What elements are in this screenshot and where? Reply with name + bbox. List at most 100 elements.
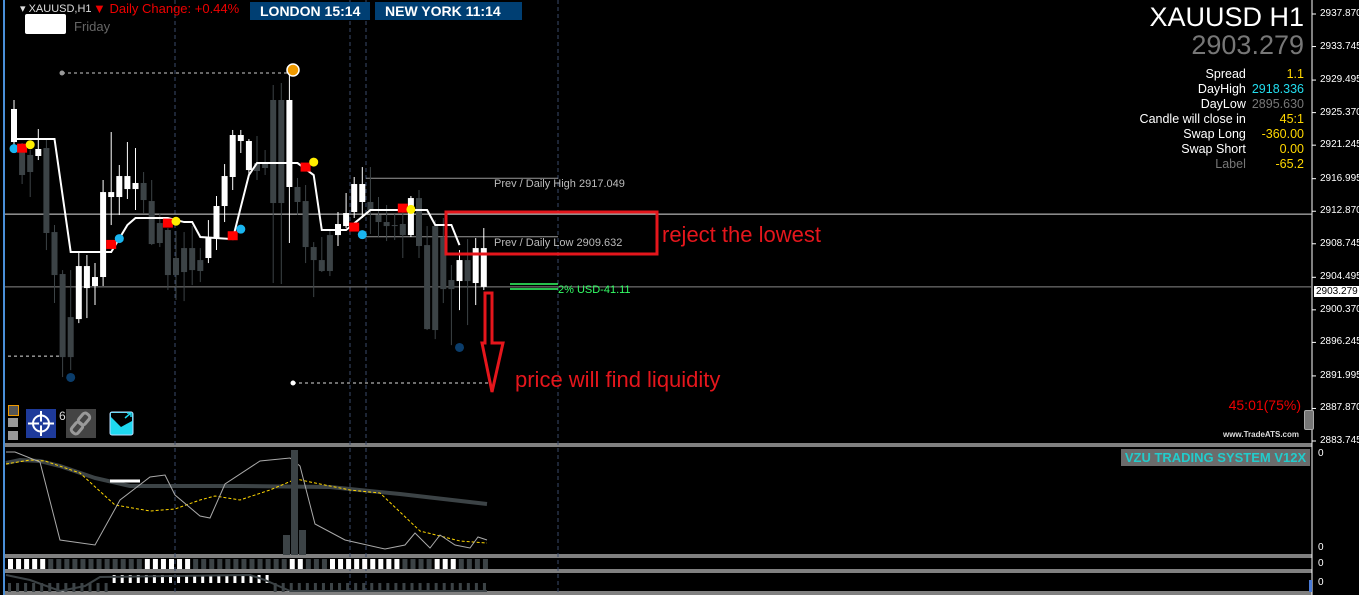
- histogram-bar: [330, 559, 335, 569]
- dropdown-triangle-icon[interactable]: ▾: [20, 3, 29, 15]
- bull-candle: [359, 184, 366, 202]
- info-label: DayHigh: [1197, 82, 1246, 96]
- oscillator-bar: [96, 583, 100, 592]
- square-button-2[interactable]: [8, 418, 18, 427]
- histogram-bar: [136, 559, 142, 569]
- oscillator-bar: [193, 575, 197, 583]
- indicator-zero-top: 0: [1318, 448, 1324, 459]
- oscillator-bar: [370, 583, 374, 592]
- histogram-zero: 0: [1318, 558, 1324, 569]
- price-tick: 2925.370: [1320, 106, 1359, 118]
- histogram-bar: [386, 559, 392, 569]
- oscillator-bar: [8, 583, 11, 592]
- oscillator-bar: [144, 575, 148, 583]
- annotation-reject: reject the lowest: [662, 222, 821, 247]
- histogram-bar: [418, 559, 424, 569]
- bear-candle: [67, 317, 74, 358]
- oscillator-bar: [112, 575, 116, 583]
- bear-candle: [391, 225, 398, 227]
- bull-candle: [92, 277, 98, 287]
- histogram-bar: [257, 559, 263, 569]
- oscillator-bar: [201, 575, 205, 583]
- histogram-bar: [128, 559, 134, 569]
- info-row: Label -65.2: [1140, 157, 1304, 172]
- oscillator-bar: [442, 583, 446, 592]
- histogram-bar: [217, 559, 223, 569]
- oscillator-bar: [338, 583, 342, 592]
- info-label: Swap Short: [1181, 142, 1246, 156]
- histogram-bar: [177, 559, 183, 569]
- symbol-label: ▾ XAUUSD,H1: [20, 3, 92, 15]
- bear-candle: [156, 223, 163, 244]
- info-row: Candle will close in 45:1: [1140, 112, 1304, 127]
- scroll-handle[interactable]: [1304, 410, 1314, 430]
- bear-candle: [19, 148, 26, 176]
- oscillator-bar: [217, 575, 221, 583]
- chain-link-icon[interactable]: [66, 409, 96, 438]
- oscillator-bar: [362, 583, 366, 592]
- sell-signal-square: [300, 162, 311, 172]
- histogram-bar: [48, 559, 54, 569]
- bear-candle: [367, 201, 374, 211]
- oscillator-bar: [160, 575, 164, 583]
- prev-low-label: Prev / Daily Low 2909.632: [494, 237, 623, 249]
- oscillator-bar: [104, 583, 108, 592]
- symbol-title: XAUUSD H1: [1149, 2, 1304, 32]
- histogram-bar: [410, 559, 416, 569]
- bear-candle: [383, 222, 390, 227]
- oscillator-bar: [32, 583, 36, 592]
- bull-candle: [237, 135, 244, 142]
- oscillator-bar: [297, 583, 301, 592]
- oscillator-bar: [418, 583, 422, 592]
- histogram-bar: [346, 559, 352, 569]
- bull-candle: [35, 148, 42, 157]
- bull-candle: [205, 238, 212, 259]
- navy-signal-dot: [66, 372, 76, 382]
- bear-candle: [318, 260, 325, 272]
- oscillator-bar: [474, 583, 478, 592]
- histogram-bar: [402, 559, 408, 569]
- square-button-1[interactable]: [8, 405, 19, 416]
- info-panel: Spread 1.1 DayHigh 2918.336 DayLow 2895.630 Ca…: [1140, 67, 1304, 172]
- oscillator-bar: [434, 583, 438, 592]
- oscillator-bar: [305, 583, 309, 592]
- oscillator-bar: [289, 583, 293, 592]
- histogram-bar: [24, 559, 30, 569]
- square-button-3[interactable]: [8, 431, 18, 440]
- blank-button[interactable]: [25, 14, 66, 34]
- oscillator-bar: [120, 575, 124, 583]
- histogram-bar: [297, 559, 303, 569]
- chart-screenshot-icon[interactable]: [109, 411, 134, 436]
- bear-candle: [164, 230, 171, 276]
- indicator-title: VZU TRADING SYSTEM V12X: [1121, 449, 1310, 466]
- price-tick: 2933.745: [1320, 40, 1359, 52]
- price-tick: 2929.495: [1320, 74, 1359, 86]
- histogram-bar: [474, 559, 480, 569]
- oscillator-bar: [378, 583, 382, 592]
- bear-candle: [181, 248, 188, 273]
- histogram-bar: [466, 559, 472, 569]
- bear-candle: [294, 187, 301, 202]
- day-label: Friday: [74, 19, 111, 34]
- cyan-signal-dot: [357, 230, 367, 240]
- price-tick: 2900.370: [1320, 303, 1359, 315]
- histogram-bar: [450, 559, 456, 569]
- bear-candle: [59, 274, 66, 358]
- oscillator-bar: [185, 575, 189, 583]
- annotation-liquidity: price will find liquidity: [515, 367, 721, 392]
- histogram-bar: [152, 559, 158, 569]
- oscillator-bar: [321, 583, 325, 592]
- volume-bar: [299, 530, 306, 555]
- bear-candle: [464, 260, 471, 282]
- swing-dot: [59, 70, 65, 76]
- sell-signal-square: [106, 239, 117, 249]
- bull-candle: [124, 176, 131, 190]
- histogram-bar: [209, 559, 215, 569]
- yellow-signal-dot: [406, 204, 416, 214]
- london-clock: LONDON 15:14: [250, 2, 370, 20]
- histogram-bar: [185, 559, 191, 569]
- bear-candle: [262, 163, 269, 168]
- crosshair-target-icon[interactable]: [26, 409, 56, 438]
- oscillator-bar: [386, 583, 390, 592]
